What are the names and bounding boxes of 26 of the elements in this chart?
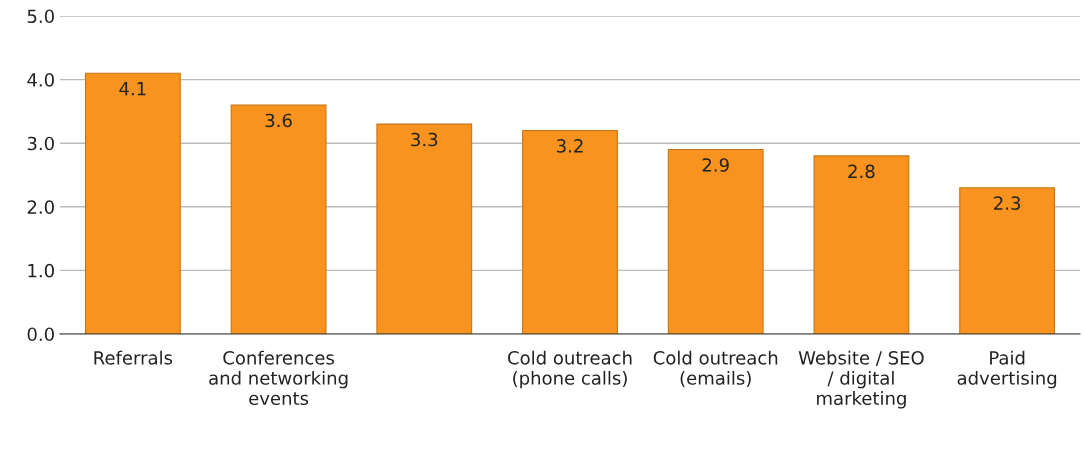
x-tick-label: Website / SEO / digital marketing [798,350,924,409]
y-tick-label: 5.0 [27,9,54,24]
bar [376,123,473,334]
x-tick-label: Cold outreach (emails) [653,350,778,387]
data-label: 3.6 [265,113,292,128]
y-tick-label: 1.0 [28,263,54,278]
bar [522,129,618,334]
y-tick-label: 2.0 [27,200,54,214]
data-label: 2.3 [994,196,1021,210]
x-tick-label: Paid advertising [957,350,1057,389]
x-tick-label: Conferences and networking events [209,350,348,406]
y-tick-label: 4.0 [27,73,54,87]
data-label: 2.8 [848,164,875,179]
data-label: 4.1 [119,82,146,96]
data-label: 3.2 [557,139,583,153]
bar [959,187,1056,334]
bar [667,149,764,334]
data-label: 3.3 [411,132,438,147]
x-tick-label: Cold outreach (phone calls) [508,350,632,389]
y-tick-label: 3.0 [27,136,54,151]
bar [813,155,910,334]
y-tick-label: 0.0 [27,327,54,342]
bar [84,72,181,334]
bar [230,104,327,334]
data-label: 2.9 [702,158,729,172]
x-tick-label: Referrals [94,350,173,365]
